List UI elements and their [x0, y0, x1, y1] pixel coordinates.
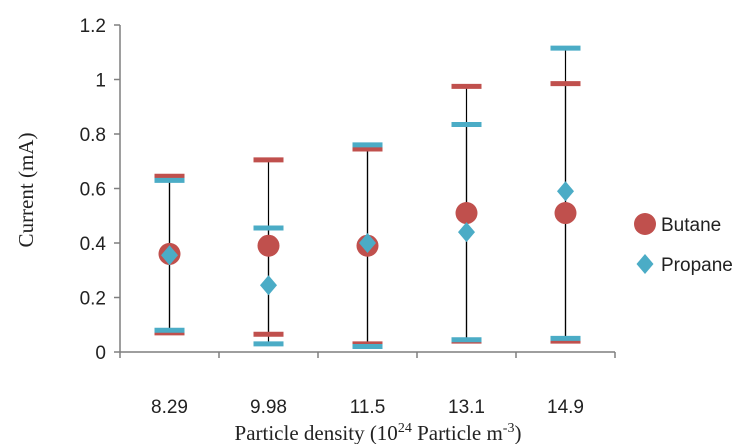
legend-marker-butane [634, 213, 656, 235]
x-axis-title-sup1: 24 [398, 421, 412, 436]
legend-label-butane: Butane [661, 215, 721, 236]
data-points [158, 181, 577, 296]
x-tick-label: 14.9 [547, 397, 584, 418]
data-point-butane [554, 202, 577, 225]
x-axis-title-end: ) [514, 421, 521, 444]
y-tick-label: 1 [95, 71, 106, 92]
y-axis-ticks: 0 0.2 0.4 0.6 0.8 1 1.2 [80, 16, 120, 364]
x-axis-title: Particle density (1024 Particle m-3) [235, 421, 522, 444]
x-axis-title-sup2: -3 [503, 421, 515, 436]
x-tick-label: 9.98 [250, 397, 287, 418]
x-axis-title-main: Particle density (10 [235, 421, 398, 444]
data-point-propane [161, 245, 178, 266]
legend-label-propane: Propane [661, 255, 733, 276]
legend: Butane Propane [634, 213, 733, 276]
x-tick-label: 8.29 [151, 397, 188, 418]
y-axis-title: Current (mA) [14, 133, 38, 248]
data-point-propane [458, 222, 475, 243]
x-tick-label: 13.1 [448, 397, 485, 418]
data-point-butane [257, 234, 280, 257]
x-axis-title-mid: Particle m [412, 421, 503, 444]
data-point-propane [260, 275, 277, 296]
y-tick-label: 0.6 [80, 180, 106, 201]
data-point-propane [359, 233, 376, 253]
y-tick-label: 0.2 [80, 289, 106, 310]
x-axis-ticks: 8.29 9.98 11.5 13.1 14.9 [119, 352, 616, 418]
error-bars [154, 45, 581, 350]
x-tick-label: 11.5 [350, 397, 386, 418]
legend-marker-propane [636, 254, 654, 274]
y-tick-label: 0.4 [80, 234, 107, 255]
y-tick-label: 0 [95, 343, 106, 364]
y-tick-label: 1.2 [80, 16, 106, 37]
data-point-propane [557, 181, 574, 202]
y-tick-label: 0.8 [80, 125, 106, 146]
data-point-butane [455, 202, 478, 225]
